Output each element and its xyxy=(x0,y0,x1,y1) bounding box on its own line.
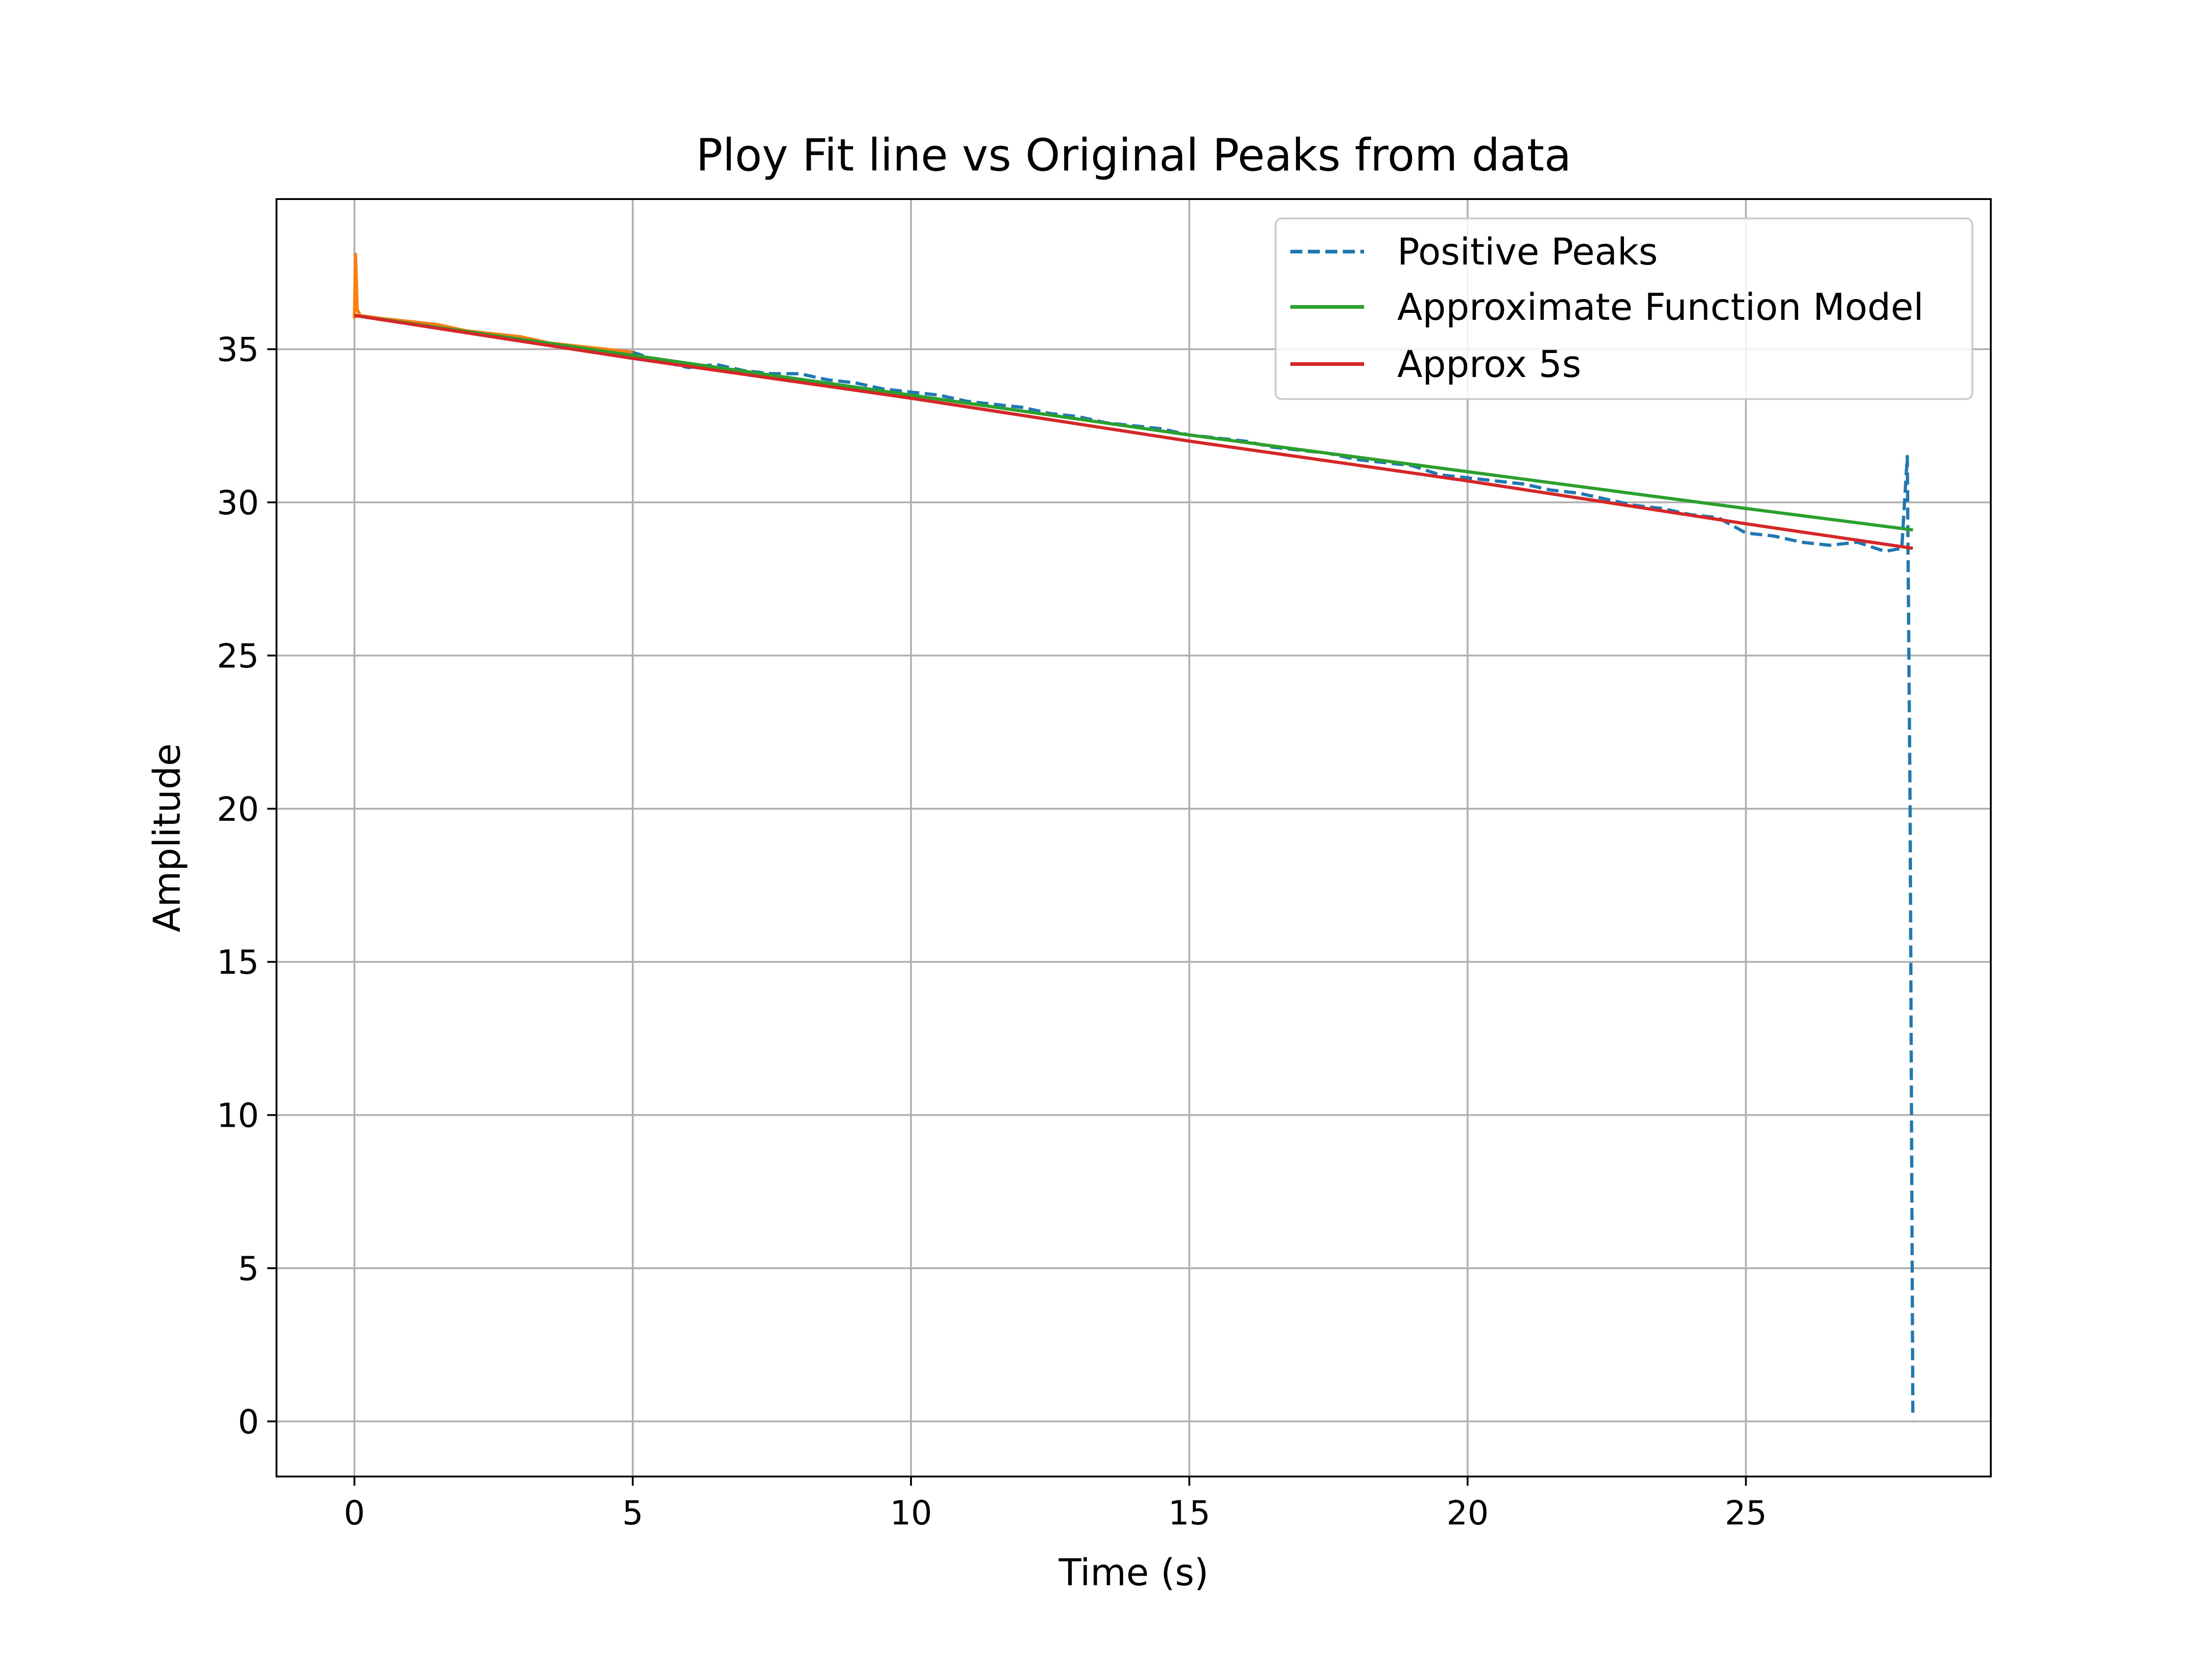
axis-ticks: 0 5 10 15 20 25 0 5 10 15 20 25 30 35 xyxy=(217,330,1767,1532)
legend-label-approx-5s: Approx 5s xyxy=(1397,343,1581,386)
x-tick-label: 25 xyxy=(1725,1494,1767,1532)
grid-lines xyxy=(276,199,1991,1477)
x-tick-label: 5 xyxy=(622,1494,643,1532)
series-group xyxy=(353,253,1915,1418)
legend-label-positive-peaks: Positive Peaks xyxy=(1397,230,1658,273)
y-tick-label: 10 xyxy=(217,1096,259,1135)
y-tick-label: 5 xyxy=(238,1249,259,1288)
chart-title: Ploy Fit line vs Original Peaks from dat… xyxy=(696,129,1571,181)
approximate-function-model-line xyxy=(354,314,1913,532)
legend: Positive Peaks Approximate Function Mode… xyxy=(1275,218,1973,400)
y-tick-label: 25 xyxy=(217,636,259,675)
x-tick-label: 20 xyxy=(1447,1494,1489,1532)
y-tick-label: 35 xyxy=(217,330,259,369)
x-tick-label: 15 xyxy=(1168,1494,1211,1532)
plot-frame xyxy=(276,198,1992,1477)
x-tick-label: 10 xyxy=(890,1494,932,1532)
y-tick-label: 20 xyxy=(217,790,259,829)
y-tick-label: 0 xyxy=(238,1402,259,1441)
y-tick-label: 15 xyxy=(217,943,259,982)
x-tick-label: 0 xyxy=(344,1494,365,1532)
legend-label-approximate-function-model: Approximate Function Model xyxy=(1397,286,1924,329)
legend-box xyxy=(1275,218,1973,400)
x-axis-label: Time (s) xyxy=(1058,1551,1208,1594)
y-axis-label: Amplitude xyxy=(146,743,188,932)
y-tick-label: 30 xyxy=(217,483,259,522)
plot-area xyxy=(276,199,1991,1477)
approx-5s-line xyxy=(354,314,1913,550)
